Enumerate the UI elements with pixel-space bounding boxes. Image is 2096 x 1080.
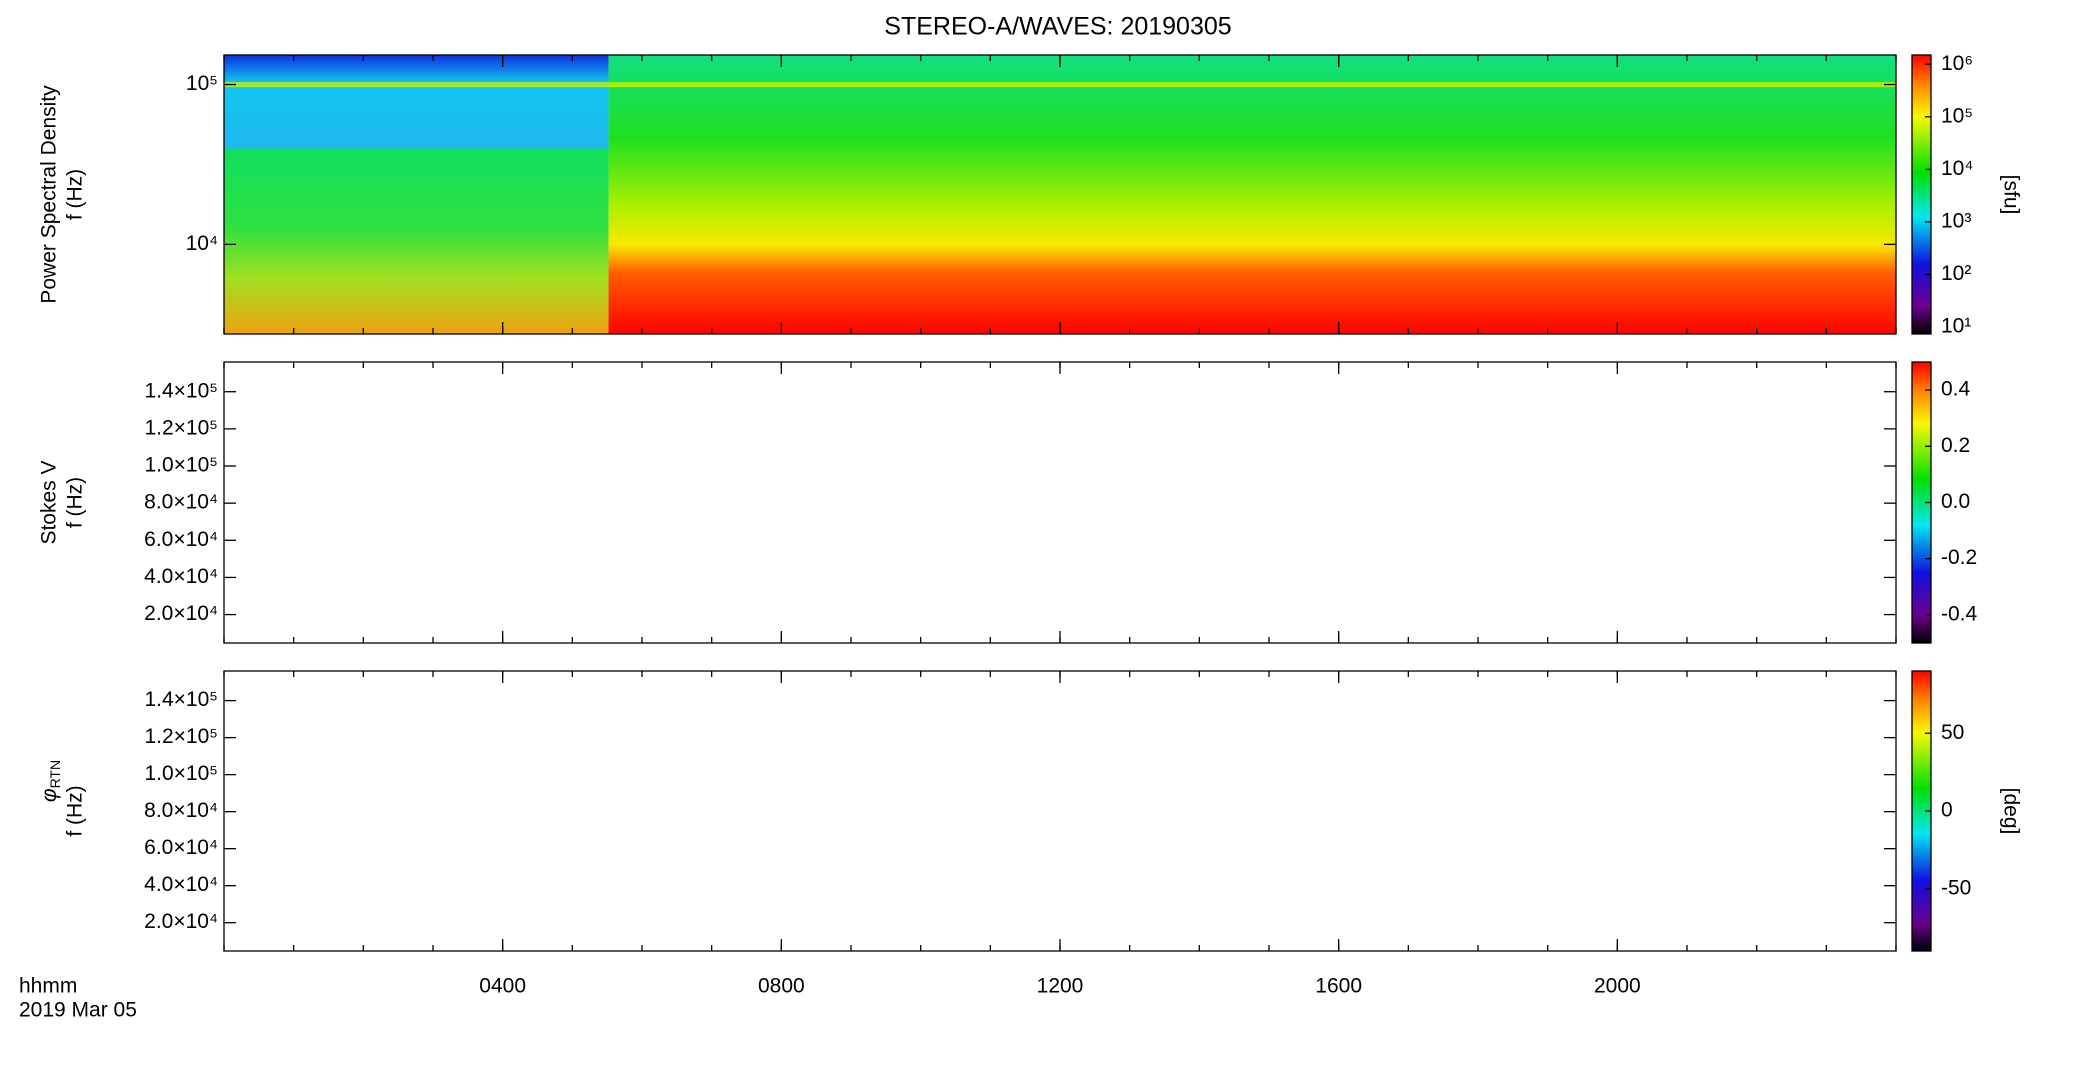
colorbar-label: [sfu] xyxy=(1999,175,2022,215)
colorbar-tick-label: 10⁴ xyxy=(1941,157,1973,180)
colorbar-tick-label: 0.0 xyxy=(1941,490,1970,513)
x-tick-label: 2000 xyxy=(1594,975,1641,998)
x-tick-label: 1200 xyxy=(1037,975,1084,998)
y-axis-label: Power Spectral Density xyxy=(38,85,61,304)
y-tick-label: 2.0×10⁴ xyxy=(144,602,218,625)
y-axis-label: f (Hz) xyxy=(64,477,87,528)
y-tick-label: 1.0×10⁵ xyxy=(144,454,218,477)
y-axis-label: Stokes V xyxy=(38,460,61,544)
colorbar-tick-label: 10³ xyxy=(1941,210,1971,233)
x-tick-label: 1600 xyxy=(1315,975,1362,998)
colorbar-tick-label: -50 xyxy=(1941,876,1971,899)
y-tick-label: 8.0×10⁴ xyxy=(144,799,218,822)
y-tick-label: 1.2×10⁵ xyxy=(144,416,218,439)
y-tick-label: 6.0×10⁴ xyxy=(144,836,218,859)
colorbar-tick-label: 0.2 xyxy=(1941,434,1970,457)
y-tick-label: 4.0×10⁴ xyxy=(144,565,218,588)
y-axis-label: f (Hz) xyxy=(64,785,87,836)
y-tick-label: 1.4×10⁵ xyxy=(144,379,218,402)
y-tick-label: 1.0×10⁵ xyxy=(144,762,218,785)
x-tick-label: 0800 xyxy=(758,975,805,998)
colorbar-label: [deg] xyxy=(1999,788,2022,835)
colorbar-tick-label: 10⁶ xyxy=(1941,52,1973,75)
spectrogram-image xyxy=(224,55,609,334)
y-tick-label: 6.0×10⁴ xyxy=(144,528,218,551)
spectrogram-image xyxy=(608,55,1896,334)
colorbar-tick-label: 0.4 xyxy=(1941,378,1971,401)
colorbar xyxy=(1911,54,1932,335)
y-axis-label: φRTN xyxy=(38,760,63,802)
colorbar-tick-label: 10⁵ xyxy=(1941,104,1973,127)
chart-title: STEREO-A/WAVES: 20190305 xyxy=(884,13,1231,41)
colorbar-tick-label: 0 xyxy=(1941,799,1953,822)
colorbar-tick-label: 10¹ xyxy=(1941,315,1971,338)
colorbar-tick-label: -0.4 xyxy=(1941,602,1978,625)
y-axis-label-subscript: RTN xyxy=(47,760,63,789)
colorbar-tick-label: 50 xyxy=(1941,721,1964,744)
plot-frame xyxy=(223,361,1897,644)
plot-frame xyxy=(223,670,1897,952)
y-tick-label: 1.4×10⁵ xyxy=(144,688,218,711)
y-tick-label: 10⁴ xyxy=(186,232,218,255)
colorbar-tick-label: 10² xyxy=(1941,262,1971,285)
y-tick-label: 2.0×10⁴ xyxy=(144,910,218,933)
x-axis-label: hhmm xyxy=(19,975,77,998)
colorbar-tick-label: -0.2 xyxy=(1941,546,1977,569)
y-axis-label-symbol: φ xyxy=(38,788,61,802)
date-label: 2019 Mar 05 xyxy=(19,999,137,1022)
y-tick-label: 4.0×10⁴ xyxy=(144,873,218,896)
y-tick-label: 10⁵ xyxy=(186,72,218,95)
y-axis-label: f (Hz) xyxy=(64,169,87,220)
y-tick-label: 8.0×10⁴ xyxy=(144,491,218,514)
x-tick-label: 0400 xyxy=(479,975,526,998)
y-tick-label: 1.2×10⁵ xyxy=(144,725,218,748)
